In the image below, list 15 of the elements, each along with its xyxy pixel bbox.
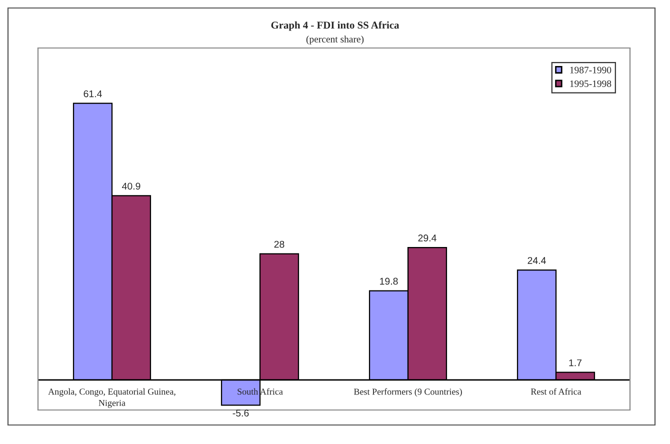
data-label: 1.7 [569,359,582,366]
chart-subtitle: (percent share) [306,36,364,44]
data-label: 61.4 [84,90,102,98]
x-tick-label: Best Performers (9 Countries) [354,388,462,397]
data-label: 24.4 [528,257,546,264]
data-label: 28 [274,240,284,248]
data-label: 29.4 [418,234,436,242]
data-label: -5.6 [232,410,249,417]
legend-label: 1995-1998 [570,80,612,87]
legend-label: 1987-1990 [570,66,612,74]
data-label: 19.8 [380,278,398,285]
x-tick-label: Rest of Africa [530,388,582,395]
chart-title: Graph 4 - FDI into SS Africa [271,21,400,31]
data-label: 40.9 [122,182,140,190]
x-tick-label: Angola, Congo, Equatorial Guinea, Nigeria [48,388,176,408]
